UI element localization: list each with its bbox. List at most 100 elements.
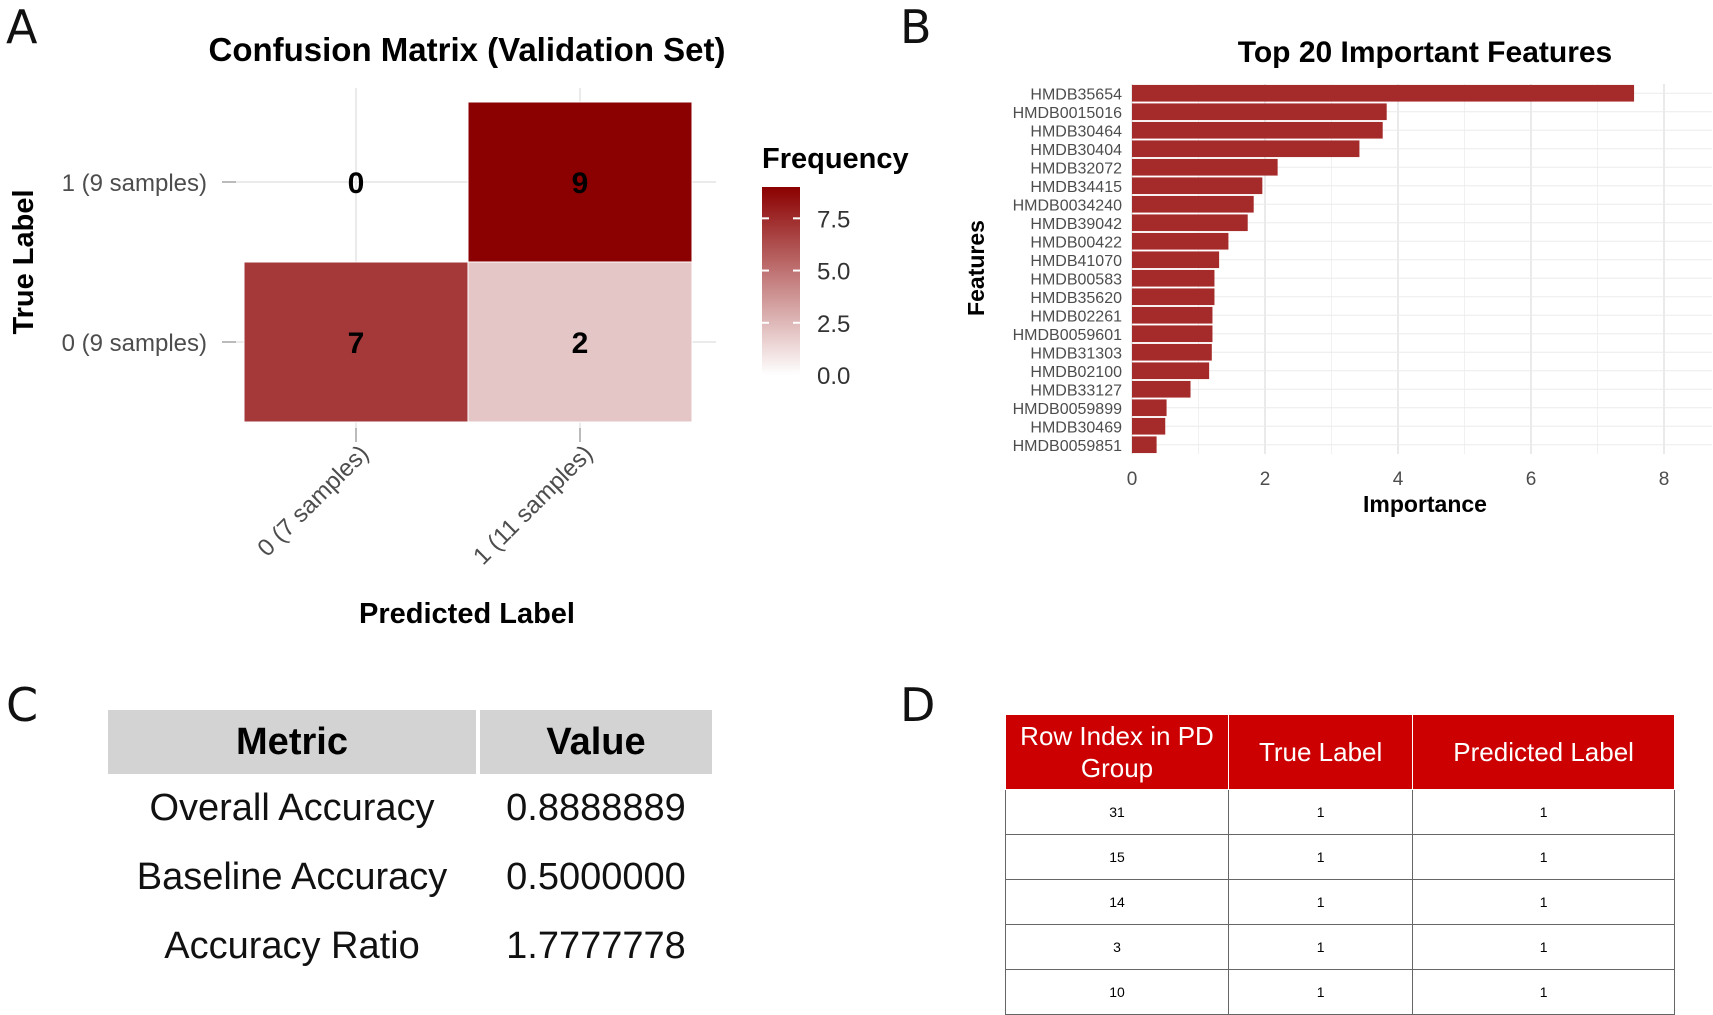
panel-label-d: D (900, 678, 936, 732)
fi-category-label: HMDB39042 (1030, 216, 1122, 233)
fi-bar (1132, 195, 1254, 213)
value-header: Value (480, 710, 712, 774)
true-label-header: True Label (1227, 714, 1414, 790)
fi-bar (1132, 251, 1220, 269)
fi-bar (1132, 380, 1191, 398)
panel-label-c: C (6, 678, 39, 732)
row-index-cell: 10 (1005, 969, 1229, 1015)
cm-ytick-label: 1 (9 samples) (62, 170, 207, 197)
true-label-cell: 1 (1227, 789, 1414, 835)
table-row: 14 1 1 (1005, 879, 1675, 925)
metric-value: 0.5000000 (506, 856, 686, 898)
predicted-label-header: Predicted Label (1412, 714, 1675, 790)
row-index-cell: 15 (1005, 834, 1229, 880)
fi-category-label: HMDB02100 (1030, 364, 1122, 381)
fi-category-label: HMDB31303 (1030, 345, 1122, 362)
metric-value: 1.7777778 (506, 925, 686, 967)
table-row: 10 1 1 (1005, 969, 1675, 1015)
panel-label-b: B (900, 0, 932, 54)
predicted-label-cell: 1 (1412, 879, 1675, 925)
fi-category-label: HMDB0059899 (1013, 401, 1123, 418)
fi-bar (1132, 121, 1383, 139)
feature-importance-chart: Top 20 Important Features HMDB35654 HMDB0… (963, 36, 1712, 517)
fi-xtick-label: 2 (1260, 469, 1271, 490)
cm-ytick-label: 0 (9 samples) (62, 330, 207, 357)
fi-bar (1132, 343, 1212, 361)
table-row: 3 1 1 (1005, 924, 1675, 970)
cm-cell (243, 261, 469, 423)
cm-title: Confusion Matrix (Validation Set) (208, 31, 725, 68)
confusion-matrix-chart: Confusion Matrix (Validation Set) 7 2 0 9 0… (8, 31, 909, 630)
fi-category-label: HMDB0015016 (1013, 105, 1123, 122)
cm-legend-title: Frequency (762, 143, 909, 175)
fi-bar (1132, 399, 1167, 417)
metric-name: Accuracy Ratio (164, 925, 420, 967)
fi-xlabel: Importance (1363, 491, 1487, 517)
fi-bar (1132, 362, 1210, 380)
fi-category-label: HMDB35620 (1030, 290, 1122, 307)
fi-xtick-label: 6 (1526, 469, 1537, 490)
row-index-header: Row Index in PD Group (1005, 714, 1229, 790)
fi-bar (1132, 103, 1387, 121)
predicted-label-cell: 1 (1412, 924, 1675, 970)
fi-bar (1132, 214, 1248, 232)
fi-xtick-label: 0 (1127, 469, 1138, 490)
fi-category-label: HMDB30404 (1030, 142, 1122, 159)
fi-bar (1132, 417, 1166, 435)
fi-category-label: HMDB33127 (1030, 382, 1122, 399)
true-label-cell: 1 (1227, 969, 1414, 1015)
cm-cell (467, 261, 693, 423)
fi-category-label: HMDB02261 (1030, 308, 1122, 325)
cm-cells: 7 2 0 9 (243, 101, 693, 423)
fi-category-label: HMDB0059851 (1013, 438, 1123, 455)
fi-bar (1132, 306, 1213, 324)
fi-bar (1132, 269, 1215, 287)
fi-axes: HMDB35654HMDB0015016HMDB30464HMDB30404HM… (1013, 86, 1670, 490)
cm-xtick-label: 1 (11 samples) (468, 440, 598, 570)
row-index-cell: 14 (1005, 879, 1229, 925)
true-label-cell: 1 (1227, 879, 1414, 925)
fi-category-label: HMDB0034240 (1013, 197, 1123, 214)
fi-bar (1132, 325, 1213, 343)
cm-ylabel: True Label (8, 189, 40, 334)
cm-legend-tick-label: 7.5 (817, 206, 850, 233)
fi-bar (1132, 140, 1360, 158)
fi-xtick-label: 4 (1393, 469, 1404, 490)
table-row: Overall Accuracy 0.8888889 (108, 774, 712, 843)
true-label-cell: 1 (1227, 834, 1414, 880)
fi-bar (1132, 158, 1278, 176)
fi-gridlines (1131, 84, 1712, 454)
table-row: 31 1 1 (1005, 789, 1675, 835)
metric-name: Overall Accuracy (149, 787, 435, 829)
cm-cell-label: 7 (348, 327, 365, 360)
predicted-label-cell: 1 (1412, 969, 1675, 1015)
cm-legend-bar (762, 187, 800, 375)
fi-category-label: HMDB0059601 (1013, 327, 1123, 344)
fi-bars (1132, 84, 1635, 454)
metric-table: Metric Value Overall Accuracy 0.8888889 … (104, 710, 716, 981)
fi-category-label: HMDB30469 (1030, 419, 1122, 436)
cm-cell-label: 0 (348, 167, 365, 200)
fi-category-label: HMDB35654 (1030, 86, 1122, 103)
fi-category-label: HMDB34415 (1030, 179, 1122, 196)
table-row: Baseline Accuracy 0.5000000 (108, 843, 712, 912)
cm-legend: Frequency 0.0 2.5 5.0 7.5 (762, 143, 909, 390)
cm-xlabel: Predicted Label (359, 598, 575, 630)
fi-category-label: HMDB00422 (1030, 234, 1122, 251)
fi-ylabel: Features (963, 220, 989, 316)
fi-bar (1132, 232, 1229, 250)
metric-value: 0.8888889 (506, 787, 686, 829)
row-index-cell: 3 (1005, 924, 1229, 970)
row-index-cell: 31 (1005, 789, 1229, 835)
cm-legend-tick-label: 2.5 (817, 311, 850, 338)
cm-legend-tick-label: 0.0 (817, 363, 850, 390)
panel-label-a: A (6, 0, 38, 54)
fi-category-label: HMDB32072 (1030, 160, 1122, 177)
fi-bar (1132, 177, 1263, 195)
table-row: Accuracy Ratio 1.7777778 (108, 912, 712, 981)
cm-legend-tick-label: 5.0 (817, 259, 850, 286)
fi-category-label: HMDB00583 (1030, 271, 1122, 288)
fi-category-label: HMDB41070 (1030, 253, 1122, 270)
prediction-table: Row Index in PD Group True Label Predict… (1005, 714, 1675, 1015)
metric-header: Metric (108, 710, 476, 774)
